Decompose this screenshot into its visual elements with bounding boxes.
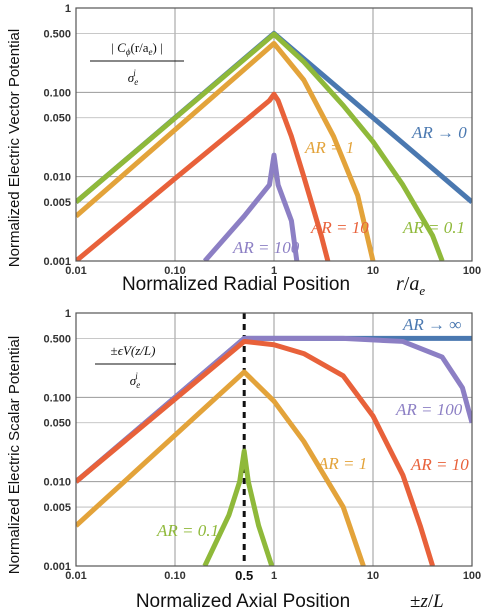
- label-ar-0: AR → 0: [411, 123, 467, 142]
- legend-fraction: ±ϵV(z/L) σei: [95, 343, 176, 390]
- y-tick-labels: 0.001 0.005 0.010 0.050 0.100 0.500 1: [43, 308, 71, 573]
- x-tick-label: 1: [271, 570, 277, 582]
- y-tick-label: 0.010: [43, 477, 71, 489]
- label-ar-1: AR = 1: [304, 138, 354, 157]
- plot-frame: [75, 7, 473, 262]
- plot-frame: [75, 312, 473, 567]
- scalar-potential-chart: 0.001 0.005 0.010 0.050 0.100 0.500 1 0.01 0.10…: [6, 308, 481, 612]
- svg-text:σei: σei: [130, 371, 140, 390]
- y-tick-label: 0.100: [43, 87, 71, 99]
- x-tick-label: 0.10: [164, 570, 185, 582]
- svg-text:r/ae: r/ae: [396, 273, 425, 298]
- y-tick-label: 0.005: [43, 197, 71, 209]
- series-line-ar-10: [76, 91, 331, 261]
- x-tick-labels: 0.01 0.10 1 10 100: [65, 265, 481, 277]
- series-line-ar-1: [76, 369, 366, 566]
- curves: [76, 335, 472, 566]
- y-tick-label: 0.500: [43, 333, 71, 345]
- label-ar-10: AR = 10: [410, 455, 469, 474]
- x-tick-label: 10: [367, 570, 379, 582]
- x-tick-label-half: 0.5: [235, 568, 253, 583]
- x-tick-label: 0.01: [65, 265, 86, 277]
- series-line-ar-0-1: [202, 448, 275, 566]
- y-tick-label: 0.001: [43, 256, 71, 268]
- y-tick-label: 0.001: [43, 561, 71, 573]
- curves: [76, 30, 472, 261]
- y-tick-labels: 0.001 0.005 0.010 0.050 0.100 0.500 1: [43, 3, 71, 268]
- x-axis-math-label: ±z/L: [410, 591, 444, 612]
- series-line-ar-1: [76, 40, 376, 261]
- x-tick-labels: 0.01 0.10 1 10 100 0.5: [65, 568, 481, 583]
- label-ar-100: AR = 100: [395, 400, 463, 419]
- svg-text:σei: σei: [128, 68, 138, 87]
- x-tick-label: 100: [463, 265, 481, 277]
- x-tick-label: 1: [271, 265, 277, 277]
- y-tick-label: 0.005: [43, 502, 71, 514]
- label-ar-inf: AR → ∞: [402, 315, 461, 334]
- svg-text:±z/L: ±z/L: [410, 591, 444, 612]
- svg-text:±ϵV(z/L): ±ϵV(z/L): [111, 343, 156, 358]
- y-tick-label: 0.100: [43, 392, 71, 404]
- series-line-ar-10: [76, 338, 435, 566]
- y-tick-label: 1: [65, 308, 71, 320]
- x-tick-label: 100: [463, 570, 481, 582]
- legend-fraction: | Cϕ(r/ae) | σei: [90, 40, 184, 87]
- series-line-ar-100: [76, 335, 472, 484]
- series-line-ar-0-1: [76, 31, 445, 261]
- y-tick-label: 0.500: [43, 28, 71, 40]
- x-tick-label: 0.10: [164, 265, 185, 277]
- y-tick-label: 0.050: [43, 418, 71, 430]
- y-axis-label: Normalized Electric Scalar Potential: [6, 336, 23, 574]
- y-tick-label: 1: [65, 3, 71, 15]
- series-line-ar-100: [202, 152, 300, 261]
- label-ar-100: AR = 100: [232, 238, 300, 257]
- x-axis-label: Normalized Axial Position: [136, 591, 350, 612]
- label-ar-0-1: AR = 0.1: [156, 521, 219, 540]
- y-tick-label: 0.050: [43, 113, 71, 125]
- label-ar-10: AR = 10: [310, 218, 369, 237]
- y-axis-label: Normalized Electric Vector Potential: [6, 29, 23, 267]
- svg-text:| Cϕ(r/ae) |: | Cϕ(r/ae) |: [111, 40, 162, 57]
- label-ar-0-1: AR = 0.1: [402, 218, 465, 237]
- x-axis-math-label: r/ae: [396, 273, 425, 298]
- x-tick-label: 10: [367, 265, 379, 277]
- y-tick-label: 0.010: [43, 172, 71, 184]
- label-ar-1: AR = 1: [317, 454, 367, 473]
- x-axis-label: Normalized Radial Position: [122, 274, 350, 295]
- vector-potential-chart: 0.001 0.005 0.010 0.050 0.100 0.500 1 0.01 0.10…: [6, 3, 481, 298]
- x-tick-label: 0.01: [65, 570, 86, 582]
